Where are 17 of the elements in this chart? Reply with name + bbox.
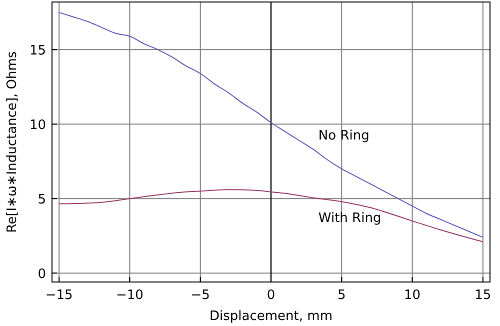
y-tick-label: 10 <box>29 118 46 134</box>
x-tick-label: 15 <box>474 288 492 303</box>
x-tick-label: −10 <box>116 288 144 303</box>
x-axis-title: Displacement, mm <box>210 309 332 324</box>
series-label: No Ring <box>318 128 370 144</box>
series-label: With Ring <box>318 210 382 226</box>
y-tick-label: 15 <box>29 44 46 59</box>
x-tick-label: −15 <box>45 288 73 303</box>
y-tick-label: 0 <box>38 267 46 282</box>
y-axis-title: Re[I∗ω∗Inductance], Ohms <box>5 51 20 233</box>
y-tick-label: 5 <box>38 192 46 208</box>
line-series <box>58 189 484 242</box>
x-tick-label: 10 <box>404 288 421 303</box>
x-tick-label: 0 <box>266 288 276 303</box>
line-series <box>58 12 484 238</box>
x-tick-label: −5 <box>190 288 210 303</box>
x-tick-label: 5 <box>338 288 346 303</box>
